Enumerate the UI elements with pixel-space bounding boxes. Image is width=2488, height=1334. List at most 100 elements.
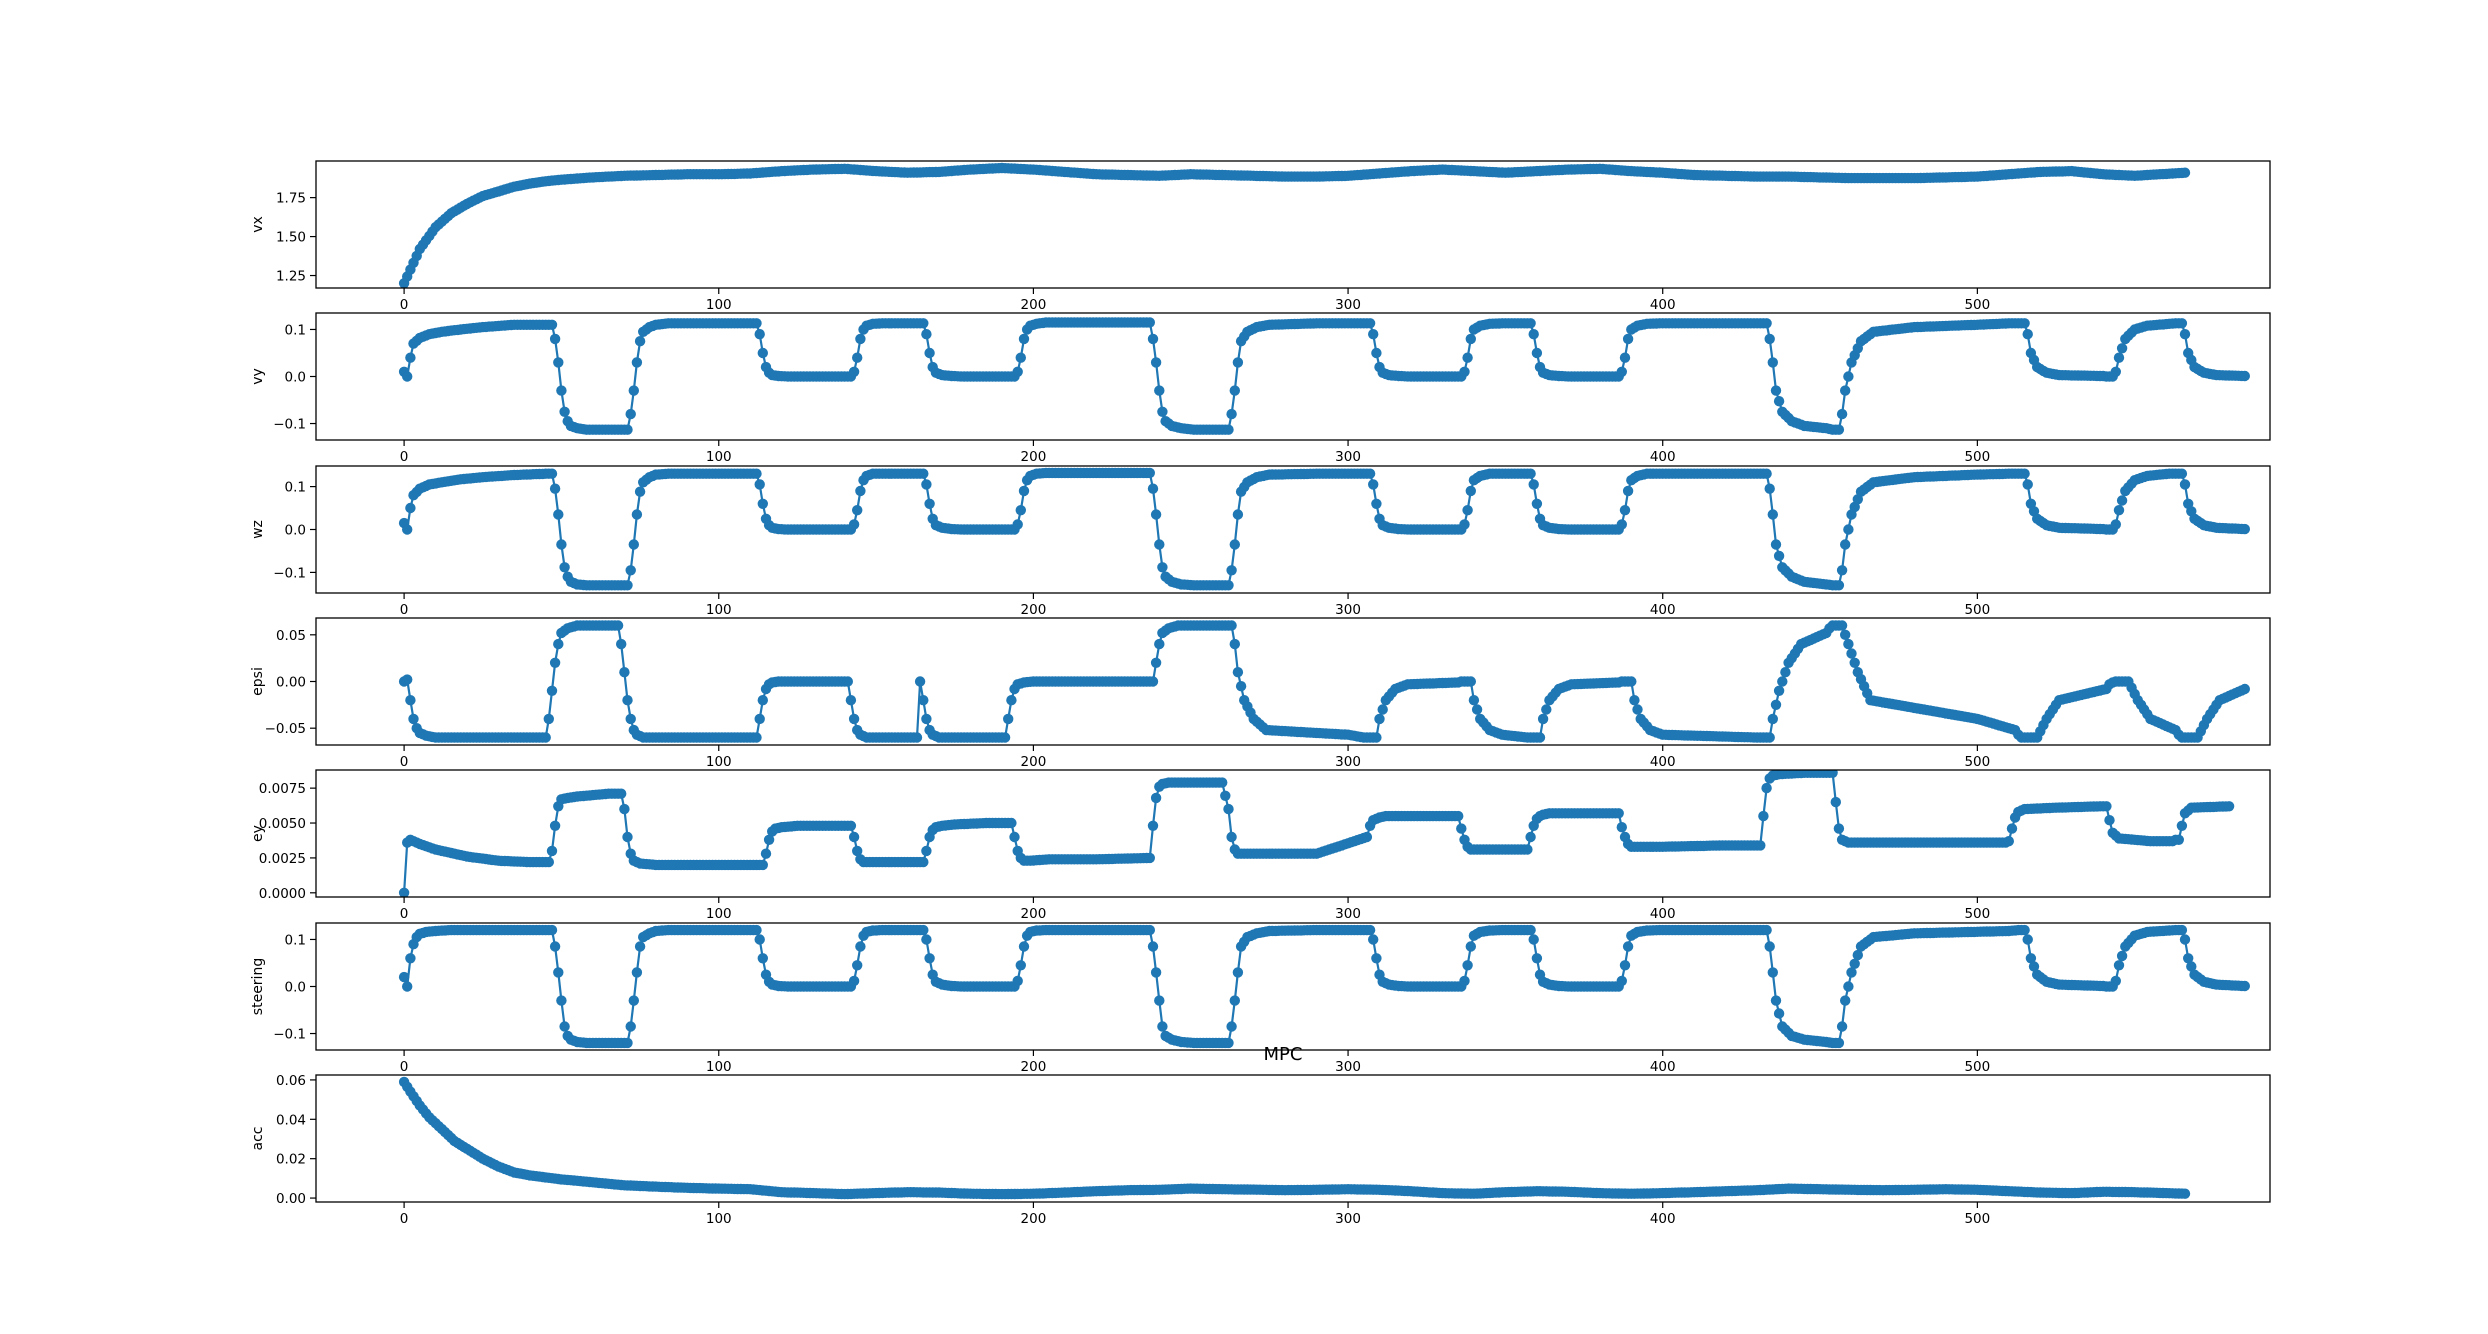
data-point (1150, 509, 1162, 520)
x-tick-label: 400 (1650, 754, 1676, 770)
data-point (1773, 550, 1785, 562)
data-point (1144, 467, 1156, 479)
data-point (549, 941, 561, 952)
y-tick-label: 1.75 (276, 191, 306, 207)
y-tick-label: 1.25 (276, 269, 306, 285)
data-point (1226, 620, 1237, 631)
data-point (924, 953, 935, 964)
y-tick-label: 0.06 (276, 1073, 306, 1089)
y-tick-label: 0.1 (285, 480, 306, 496)
data-point (1767, 509, 1779, 520)
data-point (1235, 681, 1247, 692)
data-point (848, 366, 860, 377)
data-point (855, 485, 866, 497)
data-point (924, 347, 935, 359)
data-point (1773, 396, 1785, 407)
data-point (1619, 960, 1631, 971)
data-point (2101, 801, 2112, 812)
data-point (1154, 995, 1165, 1006)
data-point (625, 1021, 636, 1032)
series-line-steering (403, 928, 2245, 1045)
data-point (625, 408, 636, 420)
data-point (1770, 995, 1782, 1006)
data-point (1840, 385, 1851, 396)
data-point (2019, 318, 2030, 329)
data-point (556, 539, 567, 550)
axes-frame-vy (315, 312, 2271, 441)
subplot-steering: 0 100 200 300 400 500 −0.1 0.0 0.1 steering (250, 922, 2271, 1075)
x-tick-label: 400 (1650, 297, 1676, 313)
y-tick-label: −0.1 (273, 1027, 306, 1043)
x-tick-label: 200 (1021, 754, 1047, 770)
x-tick-label: 500 (1964, 1059, 1990, 1075)
axes-frame-steering (315, 922, 2271, 1051)
data-point (1150, 792, 1162, 804)
data-point (1220, 790, 1231, 801)
data-point (2116, 343, 2128, 354)
data-point (1012, 519, 1023, 530)
data-point (1368, 329, 1379, 340)
data-point (1226, 1021, 1237, 1032)
data-point (1462, 960, 1473, 971)
data-point (1525, 924, 1536, 936)
x-tick-label: 500 (1964, 754, 1990, 770)
y-tick-label: 0.04 (276, 1112, 306, 1128)
data-point (845, 820, 857, 831)
data-point (918, 318, 929, 329)
data-point (921, 713, 932, 725)
x-tick-label: 100 (706, 906, 732, 922)
data-point (2176, 924, 2188, 936)
data-point (852, 845, 863, 857)
data-point (2179, 479, 2191, 490)
data-point (852, 960, 863, 971)
data-point (1364, 924, 1376, 936)
data-point (553, 638, 564, 650)
data-point (2173, 834, 2184, 845)
data-point (1622, 941, 1634, 952)
data-point (852, 352, 863, 363)
x-tick-label: 500 (1964, 602, 1990, 618)
x-tick-label: 300 (1335, 297, 1361, 313)
data-point (1144, 317, 1156, 328)
data-point (2003, 836, 2015, 847)
data-point (1147, 676, 1159, 687)
data-point (1531, 347, 1543, 359)
data-point (1012, 975, 1023, 987)
data-point (911, 732, 923, 743)
data-point (1764, 483, 1775, 494)
x-tick-label: 400 (1650, 602, 1676, 618)
data-point (1836, 1021, 1848, 1032)
data-point (1840, 539, 1851, 550)
data-point (549, 333, 561, 345)
data-point (1852, 949, 1864, 961)
data-point (1622, 333, 1634, 345)
data-point (1377, 704, 1388, 715)
data-point (1150, 967, 1162, 978)
data-point (559, 1021, 570, 1032)
data-point (625, 565, 636, 576)
data-point (631, 509, 643, 520)
data-point (2028, 961, 2040, 972)
data-point (1465, 676, 1477, 687)
data-point (398, 887, 410, 897)
data-point (2176, 468, 2188, 479)
data-point (398, 971, 410, 983)
data-point (855, 941, 866, 952)
axes-frame-wz (315, 465, 2271, 594)
series-line-vy (403, 321, 2245, 431)
data-point (2113, 352, 2125, 363)
data-point (1232, 667, 1244, 678)
x-tick-label: 100 (706, 754, 732, 770)
y-axis-label: epsi (250, 667, 266, 696)
data-point (1232, 357, 1244, 368)
data-point (757, 859, 768, 871)
x-tick-label: 0 (400, 754, 409, 770)
data-point (1147, 483, 1159, 494)
x-tick-label: 0 (400, 602, 409, 618)
data-point (1371, 347, 1382, 359)
x-tick-label: 400 (1650, 906, 1676, 922)
data-point (1840, 629, 1851, 640)
data-point (1767, 713, 1779, 725)
x-tick-label: 100 (706, 1059, 732, 1075)
